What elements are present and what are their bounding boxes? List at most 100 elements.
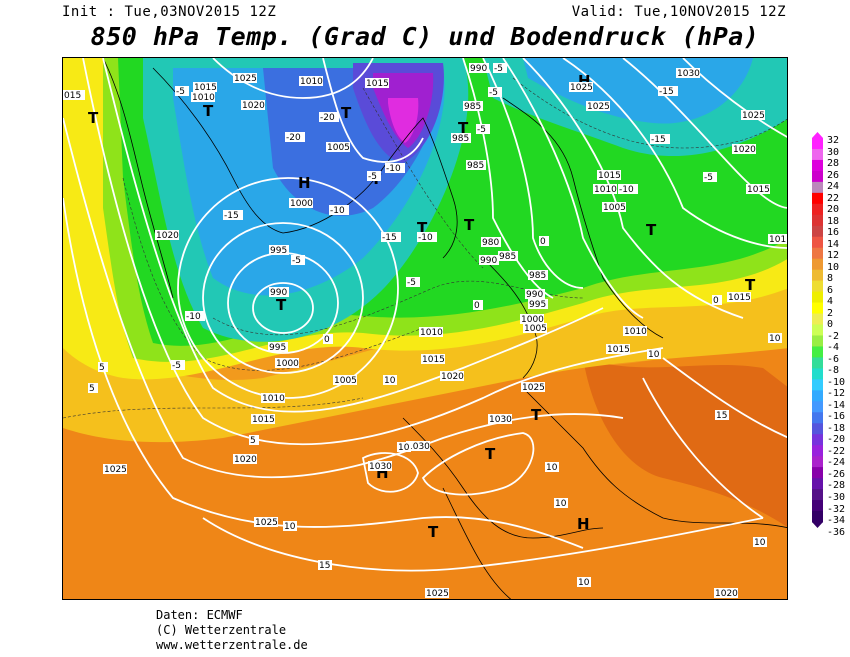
isobar-label: 1025 [233,73,257,84]
svg-text:1015: 1015 [607,345,630,355]
t-spain: T [428,523,439,541]
colorbar-swatch [812,302,823,315]
isobar-label: 1010 [419,327,443,338]
svg-text:10: 10 [384,376,396,386]
isobar-1020 [63,117,624,479]
isobar-label: 985 [463,101,483,112]
t-scandinavia: T [458,119,469,137]
svg-text:-10: -10 [418,233,433,243]
isobar-1005-north [562,58,787,249]
colorbar-label: -28 [827,480,846,492]
website-link[interactable]: www.wetterzentrale.de [156,638,308,652]
isobar-label: 1005 [523,323,547,334]
svg-text:995: 995 [270,246,287,256]
svg-text:10: 10 [754,538,766,548]
footer-credits: Daten: ECMWF (C) Wetterzentrale www.wett… [156,608,308,653]
svg-text:1005: 1005 [334,376,357,386]
colorbar-label: -32 [827,503,846,515]
med-coast [522,387,787,529]
copyright: (C) Wetterzentrale [156,623,287,637]
isobar-label: 1030 [676,68,700,79]
svg-text:1015: 1015 [747,185,770,195]
init-time: Init : Tue,03NOV2015 12Z [62,4,277,20]
temp-label: 0 [712,295,722,306]
temp-contour-e [512,77,787,149]
svg-text:1030: 1030 [407,442,430,452]
colorbar-label: 26 [827,169,840,181]
isobar-1015 [82,58,664,446]
svg-text:1010: 1010 [192,93,215,103]
africa-coast [442,487,512,599]
svg-text:1020: 1020 [733,145,756,155]
isobar-1030-b [361,452,419,493]
svg-text:5: 5 [89,384,95,394]
canada-coast [102,58,174,299]
colorbar-label: 0 [827,319,834,331]
isobar-label: 1015 [727,292,751,303]
weather-map[interactable]: H H H H T T T T T T T T T T T T T 1015 1… [62,57,788,600]
isobar-label: 1015 [421,354,445,365]
colorbar-label: 28 [827,158,840,170]
temp-label: 0 [539,236,549,247]
temp-label: 15 [715,410,729,421]
isobar-label: 1010 [299,76,323,87]
h-labrador: T [203,102,214,120]
temp-label: -5 [476,124,490,135]
isobar-label: 1020 [155,230,179,241]
t-russia: T [646,221,657,239]
svg-text:1025: 1025 [234,74,257,84]
svg-text:15: 15 [716,411,727,421]
temp-label: 10 [577,577,591,588]
colorbar-label: 6 [827,284,834,296]
colorbar-label: 22 [827,192,840,204]
svg-text:1005: 1005 [603,203,626,213]
colorbar-label: -30 [827,491,846,503]
svg-text:1025: 1025 [426,589,449,599]
isobar-label: 985 [466,160,486,171]
isobar-label: 990 [479,255,499,266]
svg-text:-10: -10 [619,185,634,195]
colorbar-bottom-arrow [812,522,823,528]
temp-label: -15 [658,86,678,97]
isobar-label: 1005 [333,375,357,386]
h-north-africa: H [577,515,590,533]
isobar-990 [252,282,314,334]
temp-label: -5 [406,277,420,288]
temp-label: -10 [329,205,349,216]
colorbar-swatch [812,511,823,523]
svg-text:-5: -5 [292,256,301,266]
isobar-label: 1020 [233,454,257,465]
temp-label: -5 [703,172,717,183]
svg-text:1030: 1030 [489,415,512,425]
colorbar-label: -8 [827,365,840,377]
svg-text:1000: 1000 [276,359,299,369]
svg-text:1015: 1015 [728,293,751,303]
isobar-label: 1010 [191,92,215,103]
isobar-label: 1000 [289,198,313,209]
colorbar-swatch [812,313,823,326]
temp-contour-c [362,87,484,269]
colorbar-swatch [812,467,823,479]
colorbar-label: -12 [827,388,846,400]
colorbar-swatch [812,258,823,271]
svg-text:1005: 1005 [524,324,547,334]
isobar-label: 1010 [623,326,647,337]
colorbar-swatch [812,148,823,161]
svg-text:-15: -15 [224,211,239,221]
isobar-label: 1020 [241,100,265,111]
temp-contour-a [122,177,424,371]
valid-time: Valid: Tue,10NOV2015 12Z [571,4,786,20]
svg-text:1015: 1015 [252,415,275,425]
temp-label: 5 [98,362,108,373]
isobar-label: 1025 [569,82,593,93]
svg-text:10: 10 [555,499,567,509]
svg-text:1000: 1000 [521,315,544,325]
svg-text:985: 985 [467,161,484,171]
colorbar-label: 4 [827,296,834,308]
svg-text:985: 985 [464,102,481,112]
colorbar-swatch [812,500,823,512]
colorbar-swatch [812,203,823,216]
isobar-label: 1020 [732,144,756,155]
colorbar-swatch [812,434,823,446]
colorbar-label: 32 [827,135,840,146]
